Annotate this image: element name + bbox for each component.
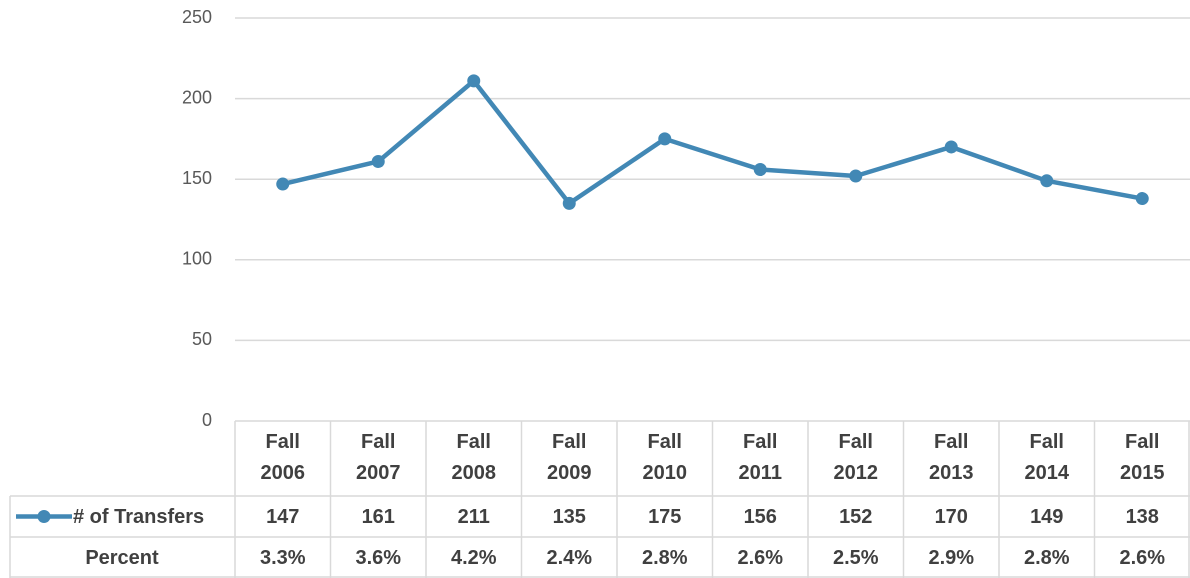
x-tick-label: Fall 2012 (833, 431, 879, 484)
x-tick-label: Fall 2009 (547, 431, 592, 484)
table-value: 4.2% (451, 547, 497, 569)
x-tick-label: Fall 2008 (451, 431, 497, 484)
x-tick-label: Fall 2011 (738, 431, 782, 484)
legend-label: # of Transfers (73, 506, 204, 528)
data-point (562, 196, 576, 210)
table-value: 149 (1030, 506, 1063, 528)
x-tick-label: Fall 2014 (1024, 431, 1070, 484)
table-value: 3.3% (260, 547, 306, 569)
x-tick-label: Fall 2006 (260, 431, 306, 484)
table-value: 175 (648, 506, 681, 528)
table-value: 2.5% (833, 547, 879, 569)
table-value: 2.8% (1024, 547, 1070, 569)
data-point (658, 132, 672, 146)
data-point (276, 177, 290, 191)
x-tick-label: Fall 2007 (356, 431, 401, 484)
data-point (753, 163, 767, 177)
table-value: 2.4% (546, 547, 592, 569)
table-value: 2.6% (1119, 547, 1165, 569)
table-value: 152 (839, 506, 872, 528)
table-value: 2.6% (737, 547, 783, 569)
table-value: 156 (744, 506, 777, 528)
row-label: Percent (85, 547, 159, 569)
data-point (944, 140, 958, 154)
table-value: 161 (362, 506, 395, 528)
table-value: 3.6% (355, 547, 401, 569)
data-point (1135, 192, 1149, 206)
data-point (467, 74, 481, 88)
y-tick-label: 100 (182, 249, 212, 269)
legend-marker (37, 510, 51, 523)
y-tick-label: 150 (182, 168, 212, 188)
y-tick-label: 0 (202, 410, 212, 430)
series-line (282, 78, 1143, 206)
table-value: 211 (458, 506, 490, 528)
x-tick-label: Fall 2010 (642, 431, 688, 484)
table-value: 2.8% (642, 547, 688, 569)
data-point (371, 154, 385, 168)
x-tick-label: Fall 2015 (1120, 431, 1165, 484)
x-tick-label: Fall 2013 (929, 431, 974, 484)
table-value: 170 (935, 506, 968, 528)
y-tick-label: 50 (192, 329, 212, 349)
y-tick-label: 200 (182, 87, 212, 107)
data-point (849, 169, 863, 183)
data-point (1040, 174, 1054, 188)
table-value: 135 (553, 506, 586, 528)
y-tick-label: 250 (182, 7, 212, 27)
table-value: 138 (1126, 506, 1159, 528)
table-value: 147 (266, 506, 299, 528)
table-value: 2.9% (928, 547, 974, 569)
